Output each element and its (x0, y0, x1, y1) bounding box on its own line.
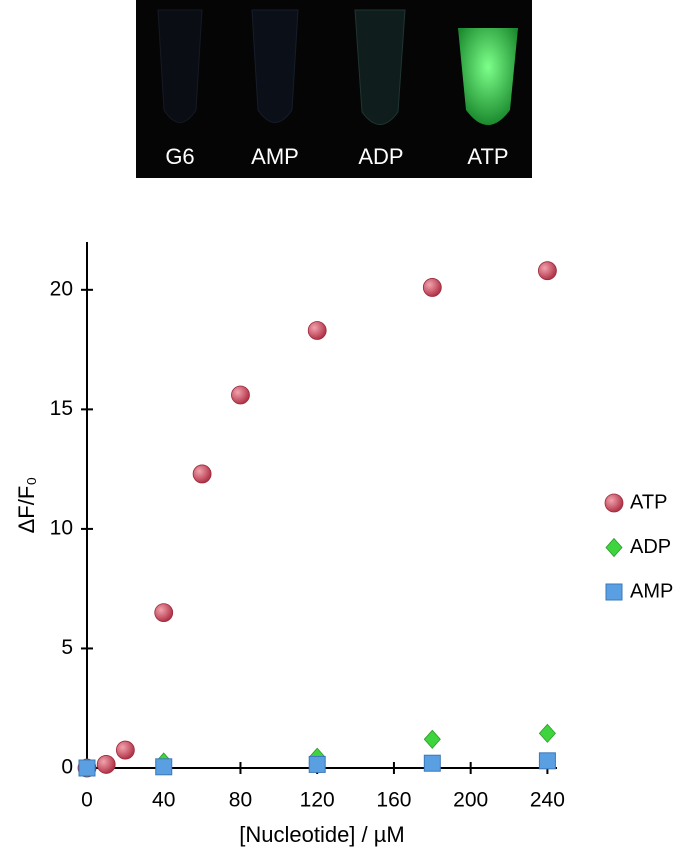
point (308, 755, 326, 773)
x-tick-label: 40 (152, 789, 175, 812)
point (115, 740, 135, 760)
y-tick-label: 20 (50, 277, 73, 300)
photo-label: G6 (165, 144, 194, 169)
photo (136, 0, 532, 178)
y-tick-label: 0 (61, 756, 73, 779)
point (78, 759, 96, 777)
photo-label: ATP (467, 144, 508, 169)
x-tick-label: 160 (376, 789, 411, 812)
point (538, 752, 556, 770)
legend-marker (604, 493, 624, 513)
point (423, 754, 441, 772)
y-tick-label: 10 (50, 516, 73, 539)
tube (251, 9, 299, 123)
x-tick-label: 120 (300, 789, 335, 812)
point (231, 385, 250, 405)
point (422, 278, 442, 297)
y-tick-label: 5 (61, 636, 73, 659)
x-tick-label: 80 (229, 789, 252, 812)
point (192, 464, 212, 484)
y-tick-label: 15 (50, 397, 73, 420)
point (155, 758, 173, 776)
point (96, 755, 116, 774)
x-axis-label: [Nucleotide] / µM (239, 822, 405, 847)
legend-label: ATP (630, 491, 667, 513)
legend-label: AMP (630, 580, 673, 602)
point (423, 729, 441, 749)
legend-marker (605, 537, 623, 558)
photo-label: AMP (251, 144, 299, 169)
photo-label: ADP (358, 144, 403, 169)
point (307, 321, 327, 340)
x-tick-label: 200 (453, 789, 488, 812)
point (154, 603, 174, 622)
tube (157, 9, 203, 123)
point (538, 261, 557, 281)
tube-glowing (458, 28, 518, 125)
x-tick-label: 0 (81, 789, 93, 812)
point (538, 723, 556, 743)
y-axis-label: ΔF/F₀ (14, 477, 39, 534)
legend-marker (605, 583, 623, 601)
x-tick-label: 240 (530, 789, 565, 812)
legend-label: ADP (630, 536, 671, 558)
tube (354, 9, 406, 125)
